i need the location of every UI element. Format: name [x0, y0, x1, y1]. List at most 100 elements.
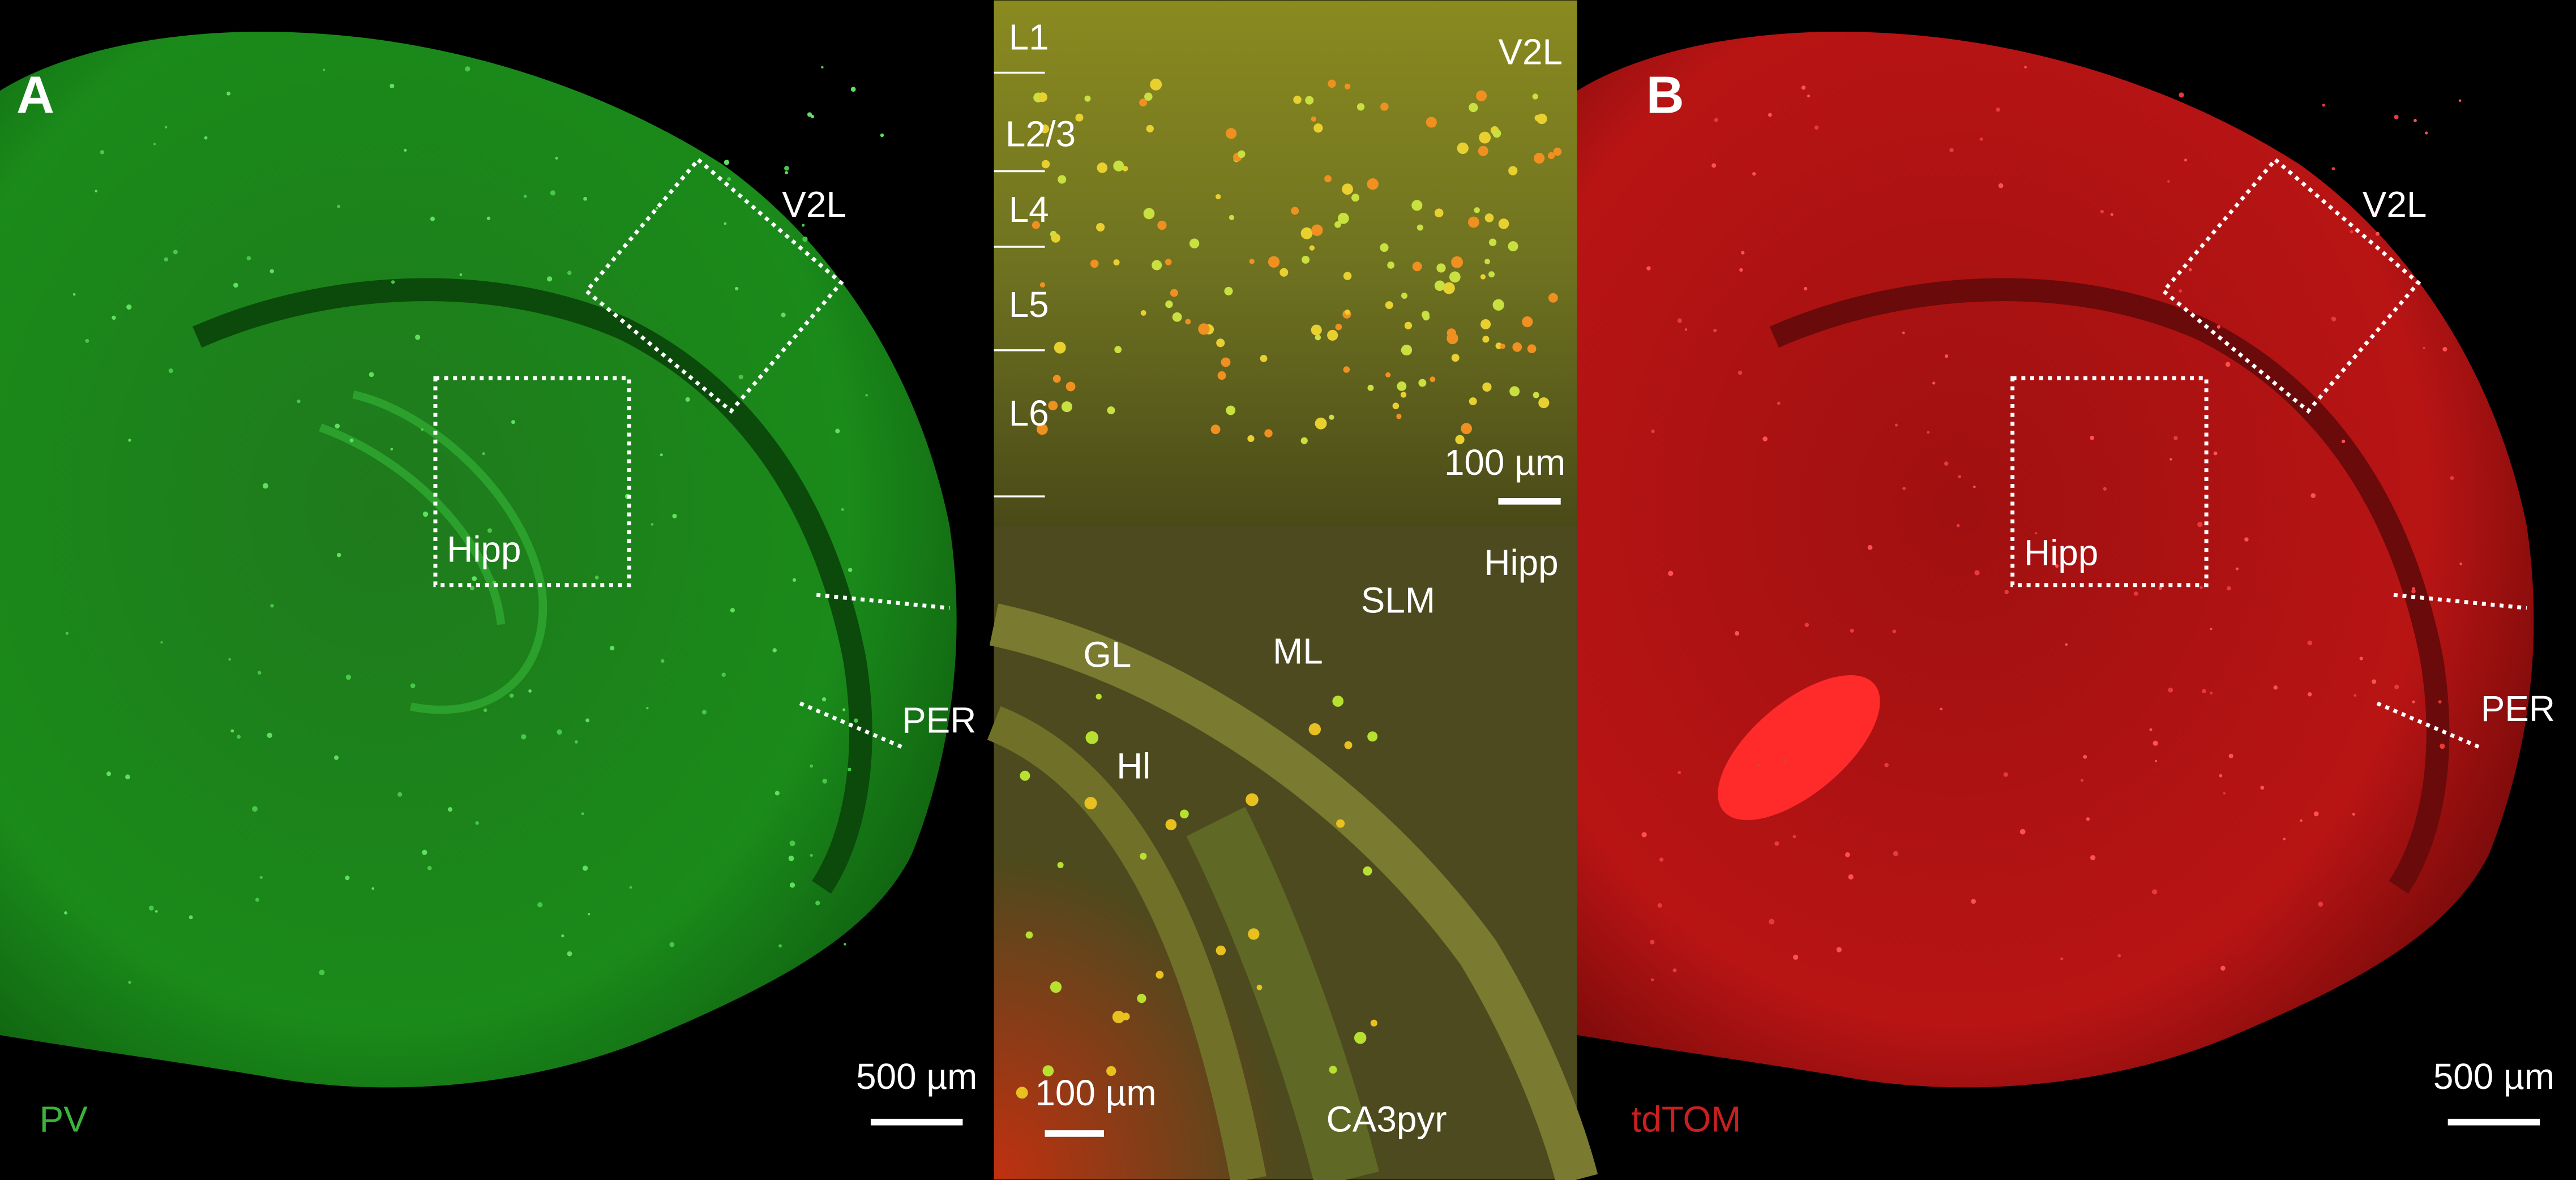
cell	[822, 778, 828, 784]
cell	[2307, 640, 2313, 646]
cell	[1311, 116, 1316, 122]
cell	[1404, 321, 1413, 329]
cell	[1226, 128, 1237, 139]
region-label: V2L	[1498, 31, 1563, 72]
cell	[784, 165, 789, 171]
cell	[1048, 401, 1058, 411]
cell	[1037, 423, 1048, 435]
cell	[1426, 117, 1437, 128]
inset-cortex: L1 L2/3 L4 L5 L6 V2L 100 µm	[994, 0, 1577, 526]
cell	[1344, 741, 1353, 749]
cell	[1659, 857, 1664, 862]
cell	[125, 774, 130, 780]
cell	[1902, 487, 1906, 491]
cell	[414, 334, 421, 340]
cell	[155, 910, 158, 913]
panel-letter: A	[16, 65, 54, 124]
cell	[1157, 220, 1167, 230]
cell	[1106, 1066, 1116, 1076]
cell	[160, 641, 163, 644]
cell	[1038, 92, 1047, 102]
cell	[267, 732, 272, 738]
cell	[1417, 224, 1423, 231]
cell	[672, 513, 677, 518]
cell	[1894, 423, 1898, 427]
cell	[1893, 851, 1899, 856]
cell	[815, 900, 820, 906]
cell	[1392, 402, 1400, 410]
cell	[1238, 150, 1246, 158]
cell	[335, 423, 340, 429]
cell	[2450, 476, 2454, 480]
cell	[1308, 723, 1321, 736]
cell	[2100, 209, 2104, 214]
cell	[645, 706, 649, 710]
cell	[1508, 166, 1518, 175]
cell	[1221, 357, 1231, 367]
cell	[262, 483, 268, 489]
cell	[1971, 899, 1976, 904]
cell	[1334, 221, 1341, 228]
cell	[1979, 138, 1983, 141]
cell	[841, 508, 844, 511]
cell	[1792, 835, 1796, 839]
cell	[1041, 160, 1050, 169]
cell	[1309, 245, 1315, 251]
cell	[95, 190, 98, 192]
cell	[148, 906, 154, 911]
cell	[557, 729, 562, 735]
cell	[1385, 372, 1391, 378]
cell	[511, 420, 515, 424]
cell	[802, 237, 808, 242]
cell	[661, 659, 665, 663]
cell	[1867, 544, 1873, 550]
cell	[1189, 238, 1200, 248]
scale-label: 100 µm	[1444, 442, 1565, 483]
cell	[2110, 213, 2113, 216]
cell	[106, 771, 112, 776]
cell	[1949, 148, 1954, 153]
cell	[1757, 763, 1761, 767]
cell	[1534, 153, 1545, 164]
cell	[685, 397, 690, 402]
cell	[2219, 774, 2223, 778]
cell	[2300, 819, 2303, 822]
cell	[2154, 760, 2158, 762]
cell	[2055, 564, 2059, 568]
granule-layer	[989, 603, 1598, 1180]
cell	[1329, 1066, 1337, 1074]
cell	[2244, 537, 2249, 542]
cell	[1170, 289, 1178, 297]
cell	[173, 250, 178, 255]
layer-label: L6	[1009, 393, 1049, 434]
cell	[2227, 586, 2231, 591]
cell	[2313, 811, 2319, 817]
cell	[2173, 436, 2178, 440]
region-label: PER	[902, 700, 976, 740]
cell	[1172, 312, 1182, 322]
cell	[1367, 384, 1374, 391]
cell	[1085, 731, 1099, 744]
cell	[1226, 405, 1236, 415]
cell	[1412, 261, 1422, 272]
cell	[2024, 66, 2027, 68]
cell	[269, 269, 275, 274]
cell	[2167, 180, 2170, 183]
cell	[1509, 386, 1520, 397]
cell	[2179, 289, 2183, 293]
cell	[802, 224, 805, 227]
cell	[1973, 485, 1976, 488]
cell	[1940, 707, 1943, 711]
cell	[1998, 183, 2004, 188]
cell	[1793, 954, 1799, 960]
cell	[2200, 586, 2203, 589]
cell	[1845, 852, 1850, 857]
cell	[1650, 939, 1655, 945]
cell	[2225, 362, 2231, 367]
cell	[842, 708, 846, 711]
cell	[427, 866, 432, 870]
cell	[1533, 392, 1539, 398]
cell	[1315, 417, 1327, 430]
cell	[2440, 743, 2445, 749]
